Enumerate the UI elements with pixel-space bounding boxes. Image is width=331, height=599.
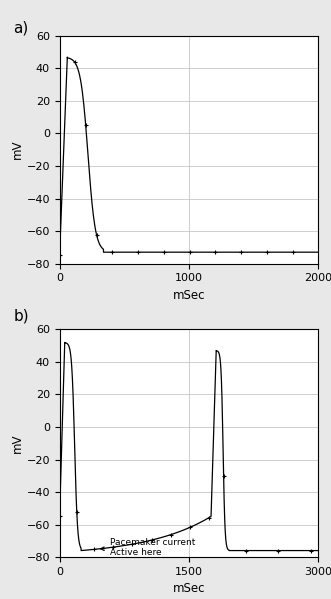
Y-axis label: mV: mV (11, 140, 24, 159)
X-axis label: mSec: mSec (172, 289, 205, 302)
X-axis label: mSec: mSec (172, 582, 205, 595)
Text: Pacemaker current
Active here: Pacemaker current Active here (101, 538, 196, 557)
Y-axis label: mV: mV (11, 434, 24, 453)
Text: a): a) (13, 21, 28, 36)
Text: b): b) (13, 308, 29, 323)
